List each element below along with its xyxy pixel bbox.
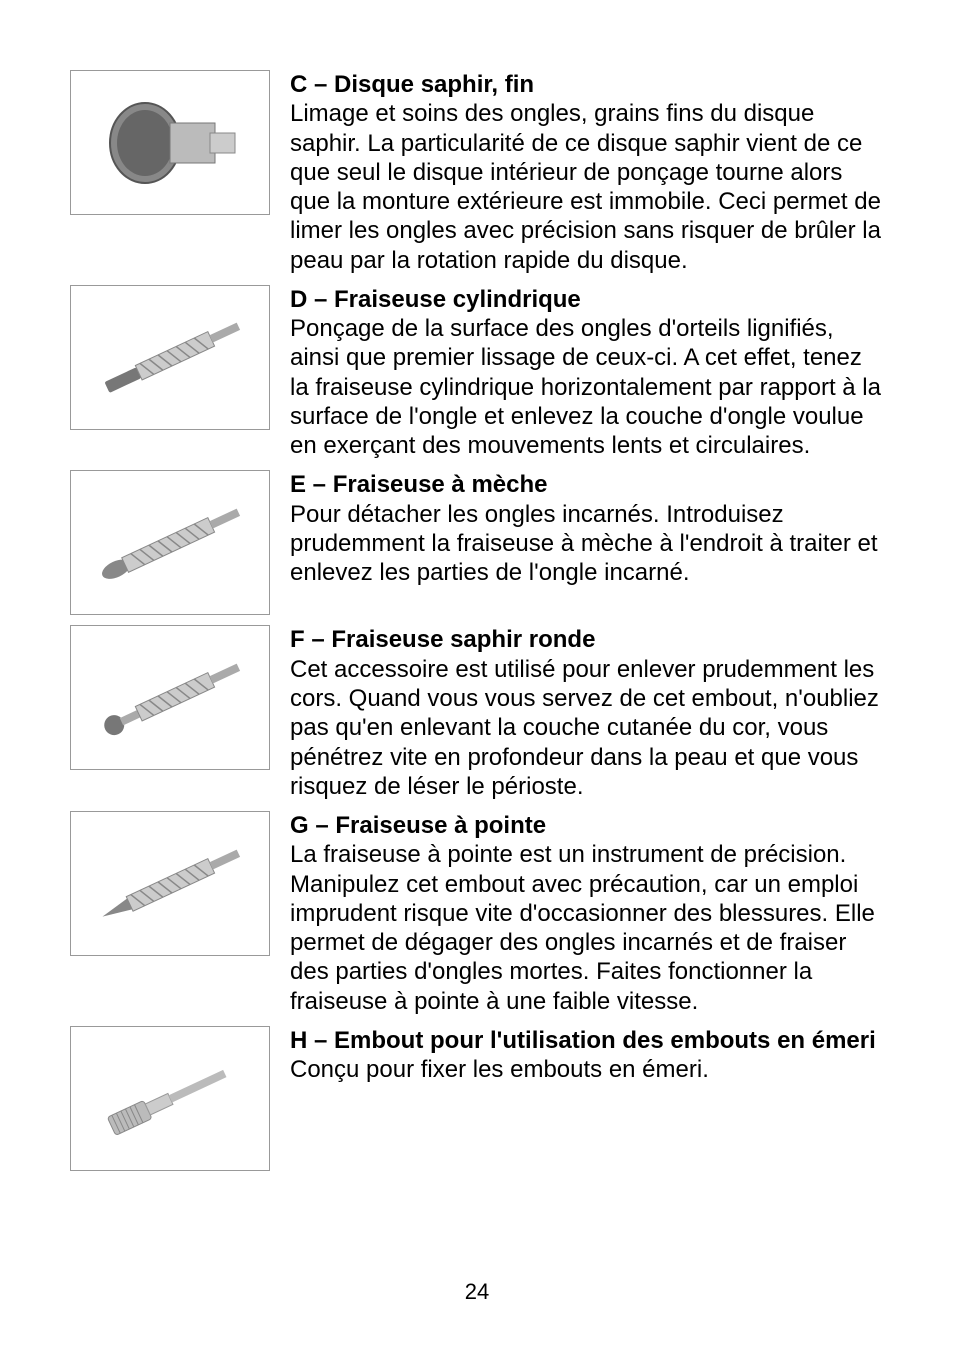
image-emery-holder	[70, 1026, 270, 1171]
image-pointed-cutter	[70, 811, 270, 956]
body-d: Ponçage de la surface des ongles d'ortei…	[290, 314, 884, 460]
heading-c: C – Disque saphir, fin	[290, 70, 884, 99]
section-f: F – Fraiseuse saphir ronde Cet accessoir…	[70, 625, 884, 801]
image-cylindrical-cutter	[70, 285, 270, 430]
section-g: G – Fraiseuse à pointe La fraiseuse à po…	[70, 811, 884, 1016]
image-round-sapphire	[70, 625, 270, 770]
body-f: Cet accessoire est utilisé pour enlever …	[290, 655, 884, 801]
section-h: H – Embout pour l'utilisation des embout…	[70, 1026, 884, 1171]
emery-holder-icon	[80, 1043, 260, 1153]
content-g: G – Fraiseuse à pointe La fraiseuse à po…	[290, 811, 884, 1016]
heading-f: F – Fraiseuse saphir ronde	[290, 625, 884, 654]
heading-h: H – Embout pour l'utilisation des embout…	[290, 1026, 884, 1055]
content-e: E – Fraiseuse à mèche Pour détacher les …	[290, 470, 884, 587]
content-c: C – Disque saphir, fin Limage et soins d…	[290, 70, 884, 275]
section-d: D – Fraiseuse cylindrique Ponçage de la …	[70, 285, 884, 461]
drill-bit-icon	[80, 488, 260, 598]
body-g: La fraiseuse à pointe est un instrument …	[290, 840, 884, 1016]
heading-g: G – Fraiseuse à pointe	[290, 811, 884, 840]
content-h: H – Embout pour l'utilisation des embout…	[290, 1026, 884, 1085]
image-sapphire-disc	[70, 70, 270, 215]
heading-d: D – Fraiseuse cylindrique	[290, 285, 884, 314]
heading-e: E – Fraiseuse à mèche	[290, 470, 884, 499]
cylindrical-cutter-icon	[80, 302, 260, 412]
pointed-cutter-icon	[80, 829, 260, 939]
content-f: F – Fraiseuse saphir ronde Cet accessoir…	[290, 625, 884, 801]
content-d: D – Fraiseuse cylindrique Ponçage de la …	[290, 285, 884, 461]
section-e: E – Fraiseuse à mèche Pour détacher les …	[70, 470, 884, 615]
page-number: 24	[0, 1279, 954, 1305]
section-c: C – Disque saphir, fin Limage et soins d…	[70, 70, 884, 275]
image-drill-bit	[70, 470, 270, 615]
round-sapphire-icon	[80, 643, 260, 753]
body-e: Pour détacher les ongles incarnés. Intro…	[290, 500, 884, 588]
body-h: Conçu pour fixer les embouts en émeri.	[290, 1055, 884, 1084]
body-c: Limage et soins des ongles, grains fins …	[290, 99, 884, 275]
sapphire-disc-icon	[95, 88, 245, 198]
